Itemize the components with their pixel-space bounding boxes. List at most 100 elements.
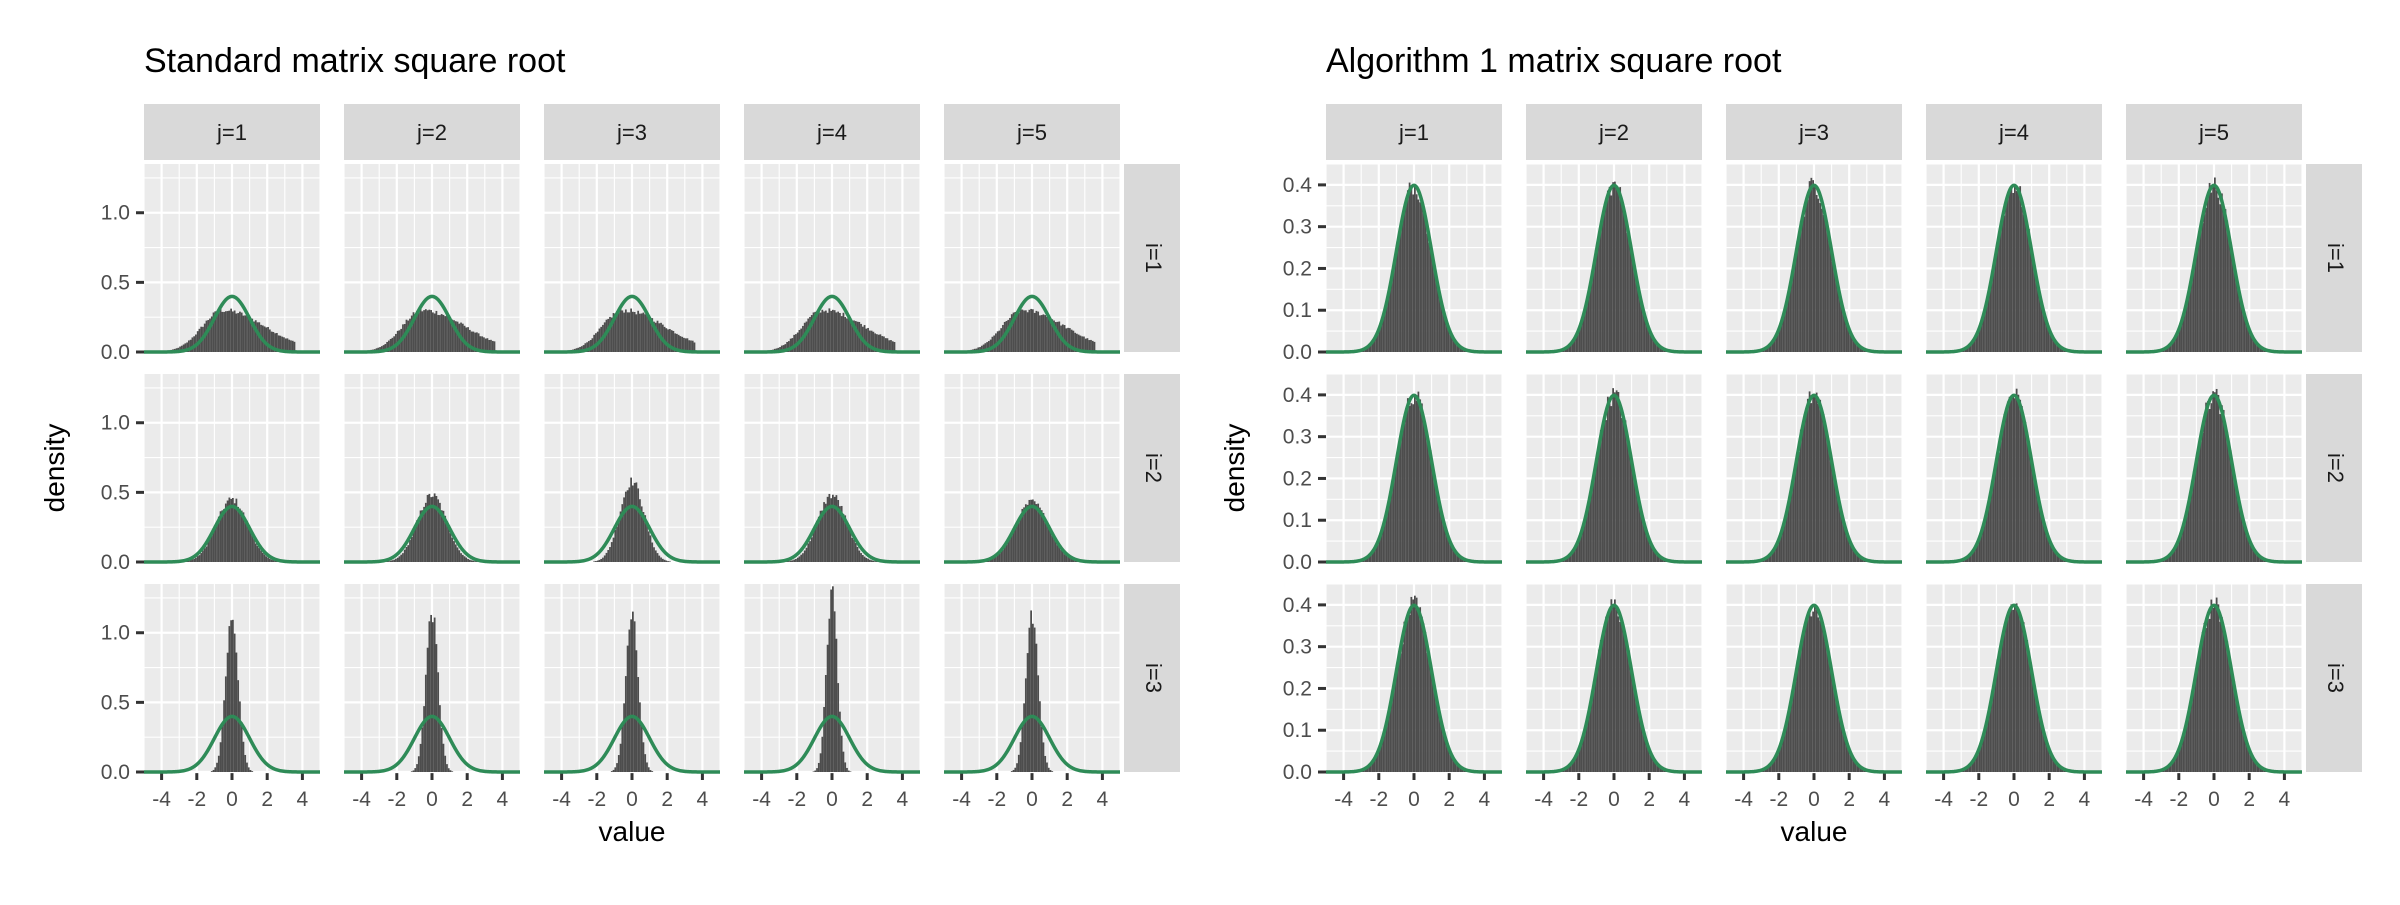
histogram-bar [1982,526,1985,562]
chart-title: Standard matrix square root [144,42,566,80]
histogram-bar [798,556,801,562]
histogram-bar [1424,632,1427,772]
histogram-bar [1975,335,1978,352]
histogram-bar [247,316,250,352]
histogram-bar [891,341,894,352]
histogram-bar [1072,330,1075,352]
histogram-bar [247,527,250,562]
histogram-bar [821,736,824,772]
histogram-bar [1989,285,1992,352]
histogram-bar [2210,192,2213,352]
histogram-bar [2042,518,2044,562]
histogram-bar [2178,748,2181,772]
histogram-bar [2173,758,2176,772]
histogram-bar [1585,723,1588,772]
histogram-bar [1452,758,1455,772]
histogram-bar [1394,463,1397,562]
histogram-bar [1636,702,1639,772]
histogram-bar [2054,761,2057,772]
histogram-bar [683,337,685,352]
histogram-bar [640,506,643,562]
histogram-bar [1443,528,1446,562]
panel [1925,373,2103,564]
histogram-bar [1366,767,1369,772]
histogram-bar [837,683,840,772]
histogram-bar [1056,545,1059,562]
histogram-bar [2243,524,2246,562]
histogram-bar [1436,283,1439,352]
histogram-bar [595,333,597,352]
histogram-bar [1370,553,1372,562]
histogram-bar [586,342,588,352]
histogram-bar [1594,250,1597,352]
histogram-bar [1387,716,1390,772]
histogram-bar [1433,474,1436,562]
y-tick-label: 0.5 [101,481,130,504]
histogram-bar [191,337,194,352]
histogram-bar [2194,673,2197,772]
histogram-bar [1608,609,1611,772]
histogram-bar [1789,494,1792,562]
histogram-bar [463,325,466,352]
histogram-bar [690,340,692,352]
histogram-bar [1808,391,1811,562]
histogram-bar [1649,750,1651,772]
histogram-bar [451,537,454,562]
histogram-bar [254,320,257,352]
histogram-bar [453,320,455,352]
histogram-bar [1039,315,1041,352]
histogram-bar [1399,653,1402,772]
histogram-bar [1412,404,1414,562]
histogram-bar [1784,730,1786,772]
histogram-bar [2001,633,2004,772]
y-tick-label: 0.3 [1283,426,1312,449]
histogram-bar [809,316,811,352]
histogram-bar [639,499,641,562]
y-tick-label: 0.0 [101,551,130,574]
histogram-bar [614,313,617,352]
histogram-bar [863,556,866,562]
histogram-bar [833,496,836,562]
histogram-bar [1622,624,1625,772]
histogram-bar [1571,342,1574,352]
histogram-bar [1856,554,1858,562]
histogram-bar [1024,678,1027,772]
histogram-bar [1410,186,1413,352]
histogram-bar [2005,198,2007,352]
histogram-bar [1429,668,1432,772]
histogram-bar [1049,530,1052,562]
histogram-bar [1578,537,1581,562]
histogram-bar [593,561,596,562]
histogram-bar [1594,678,1597,772]
histogram-bar [491,340,494,352]
histogram-bar [1387,503,1390,562]
histogram-bar [1030,610,1032,772]
histogram-bar [1396,241,1399,352]
histogram-bar [883,336,885,352]
histogram-bar [2015,603,2018,772]
histogram-bar [854,321,857,352]
histogram-bar [393,336,396,352]
histogram-bar [1852,339,1855,352]
histogram-bar [1980,320,1983,352]
histogram-bar [461,554,464,562]
histogram-bar [265,327,268,352]
histogram-bar [2235,276,2237,352]
histogram-bar [1044,521,1047,562]
histogram-bar [1023,703,1025,772]
histogram-bar [389,338,392,352]
histogram-bar [2168,555,2170,562]
histogram-bar [2043,528,2046,562]
x-tick-label: 4 [1679,788,1691,811]
histogram-bar [1049,317,1052,352]
histogram-bar [2182,734,2185,772]
histogram-bar [1617,616,1620,772]
histogram-bar [2187,507,2190,562]
histogram-bar [1382,318,1385,352]
histogram-bar [2191,277,2193,352]
histogram-bar [1652,549,1655,562]
histogram-bar [2258,765,2260,772]
histogram-bar [214,767,217,772]
histogram-bar [2205,402,2207,562]
